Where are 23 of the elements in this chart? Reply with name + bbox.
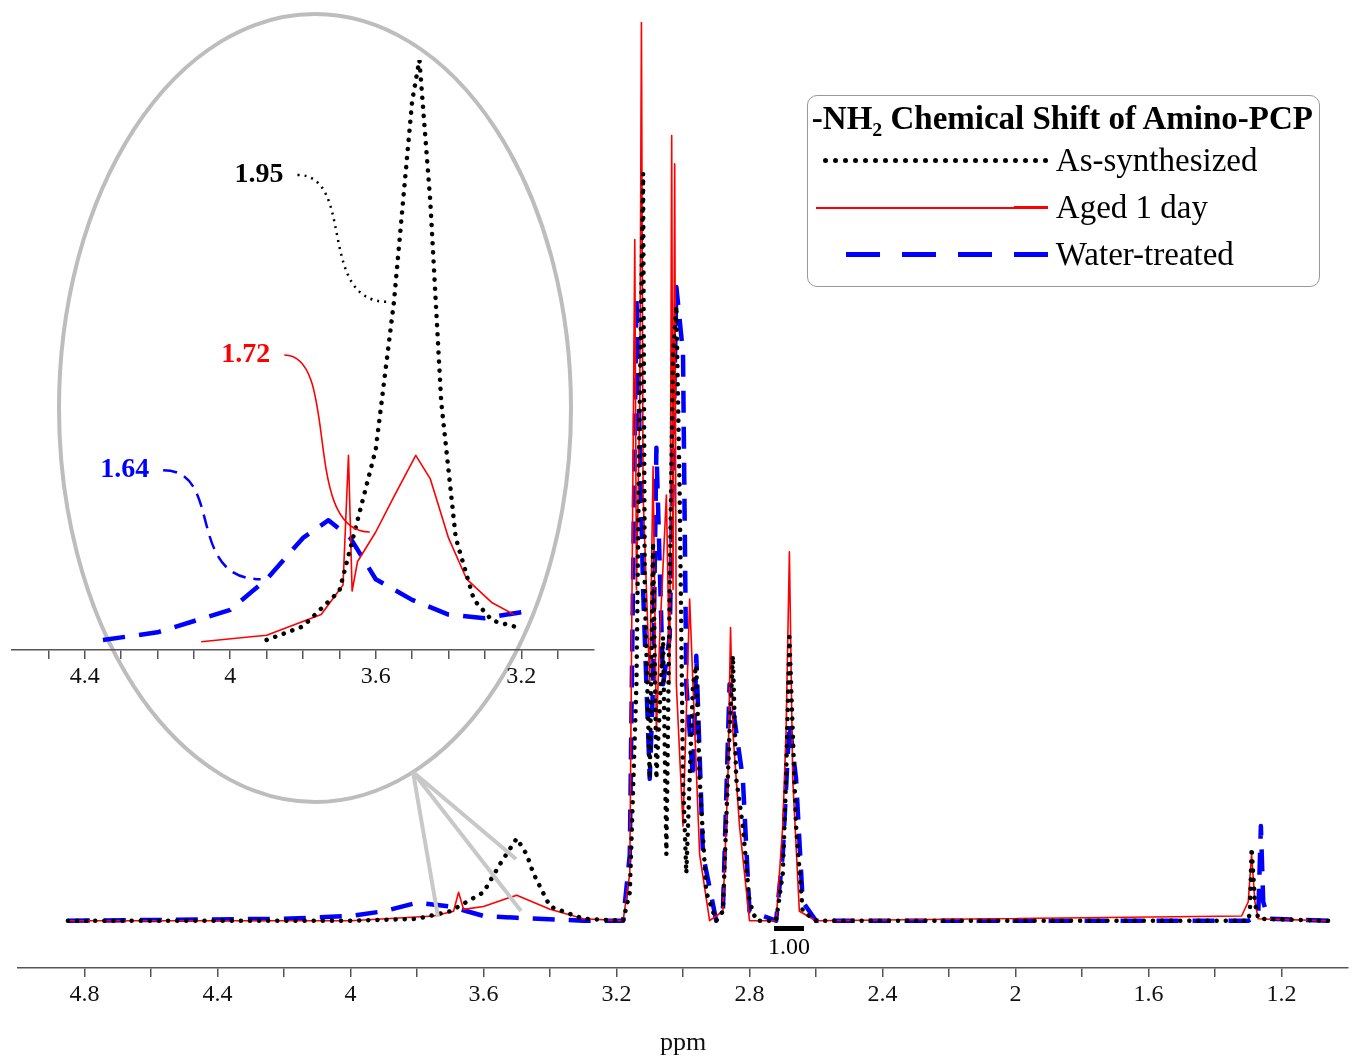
x-tick-label: 3.2 (601, 979, 632, 1006)
x-tick-label: 4.4 (69, 661, 100, 688)
x-axis-title: ppm (659, 1027, 707, 1057)
legend-label: Water-treated (1055, 236, 1234, 273)
x-tick-label: 1.6 (1133, 979, 1164, 1006)
legend-label: As-synthesized (1055, 142, 1258, 179)
annotation: 1.64 (100, 452, 150, 484)
x-tick-label: 3.6 (468, 979, 499, 1006)
legend-label: Aged 1 day (1055, 189, 1208, 226)
x-tick-label: 2.4 (867, 979, 898, 1006)
x-tick-label: 4 (224, 661, 237, 688)
x-tick-label: 4.4 (202, 979, 233, 1006)
legend-title: -NH₂ Chemical Shift of Amino-PCP (811, 100, 1313, 137)
x-tick-label: 2.8 (734, 979, 765, 1006)
x-tick-label: 3.6 (360, 661, 391, 688)
x-tick-label: 3.2 (506, 661, 537, 688)
x-tick-label: 2 (1009, 979, 1022, 1006)
annotation: 1.72 (221, 337, 271, 369)
annotation: 1.00 (768, 933, 810, 960)
x-tick-label: 1.2 (1266, 979, 1297, 1006)
x-tick-label: 4.8 (69, 979, 100, 1006)
x-tick-label: 4 (344, 979, 357, 1006)
annotation: 1.95 (234, 157, 284, 189)
